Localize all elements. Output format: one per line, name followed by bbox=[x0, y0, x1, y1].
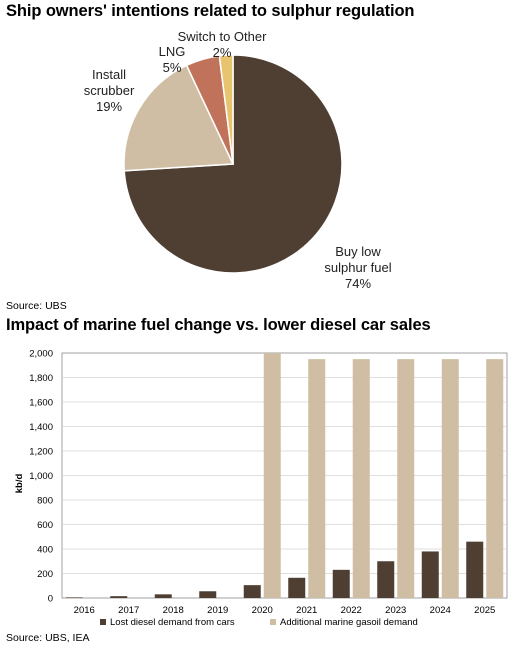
bar-lost-diesel-demand-from-cars-2022 bbox=[332, 569, 350, 598]
legend-swatch-lost-diesel-demand-from-cars bbox=[100, 619, 106, 625]
pie-slice-label: Install bbox=[92, 67, 126, 82]
bar-lost-diesel-demand-from-cars-2021 bbox=[288, 577, 306, 598]
y-axis-label: kb/d bbox=[14, 474, 25, 494]
y-tick-label: 1,200 bbox=[29, 447, 53, 458]
pie-pct-label: 2% bbox=[213, 45, 232, 60]
pie-slice-label: sulphur fuel bbox=[324, 260, 391, 275]
pie-slice-label: Switch to Other bbox=[178, 29, 268, 44]
y-tick-label: 1,000 bbox=[29, 471, 53, 482]
pie-slice-label: scrubber bbox=[84, 83, 135, 98]
bar-lost-diesel-demand-from-cars-2025 bbox=[466, 541, 484, 598]
bar-lost-diesel-demand-from-cars-2023 bbox=[377, 561, 395, 598]
y-tick-label: 0 bbox=[48, 594, 53, 605]
bar-lost-diesel-demand-from-cars-2018 bbox=[154, 594, 172, 598]
bar-lost-diesel-demand-from-cars-2020 bbox=[243, 585, 261, 598]
y-tick-label: 1,400 bbox=[29, 422, 53, 433]
x-tick-label: 2019 bbox=[207, 605, 228, 616]
pie-pct-label: 5% bbox=[163, 60, 182, 75]
x-tick-label: 2018 bbox=[163, 605, 184, 616]
x-tick-label: 2022 bbox=[341, 605, 362, 616]
y-tick-label: 400 bbox=[37, 545, 53, 556]
bar-additional-marine-gasoil-demand-2025 bbox=[486, 359, 504, 599]
x-tick-label: 2023 bbox=[385, 605, 406, 616]
pie-chart-title: Ship owners' intentions related to sulph… bbox=[6, 2, 415, 20]
plot-frame bbox=[61, 352, 508, 599]
bar-lost-diesel-demand-from-cars-2016 bbox=[65, 597, 83, 598]
legend-label-lost-diesel-demand-from-cars: Lost diesel demand from cars bbox=[110, 617, 235, 628]
x-tick-label: 2021 bbox=[296, 605, 317, 616]
bar-additional-marine-gasoil-demand-2022 bbox=[352, 359, 370, 599]
y-tick-label: 2,000 bbox=[29, 349, 53, 360]
y-tick-label: 1,800 bbox=[29, 373, 53, 384]
legend-swatch-additional-marine-gasoil-demand bbox=[270, 619, 276, 625]
bar-source: Source: UBS, IEA bbox=[6, 632, 90, 644]
legend-label-additional-marine-gasoil-demand: Additional marine gasoil demand bbox=[280, 617, 418, 628]
pie-slice-switch-to-other bbox=[218, 54, 234, 165]
y-tick-label: 600 bbox=[37, 520, 53, 531]
bar-lost-diesel-demand-from-cars-2019 bbox=[199, 591, 217, 598]
y-tick-label: 800 bbox=[37, 496, 53, 507]
bar-additional-marine-gasoil-demand-2023 bbox=[397, 359, 415, 599]
pie-slice-label: LNG bbox=[159, 44, 186, 59]
x-tick-label: 2017 bbox=[118, 605, 139, 616]
y-tick-label: 200 bbox=[37, 569, 53, 580]
x-tick-label: 2025 bbox=[474, 605, 495, 616]
bar-additional-marine-gasoil-demand-2024 bbox=[441, 359, 459, 599]
bar-additional-marine-gasoil-demand-2021 bbox=[308, 359, 326, 599]
bar-lost-diesel-demand-from-cars-2017 bbox=[110, 596, 128, 598]
bar-chart-title: Impact of marine fuel change vs. lower d… bbox=[6, 316, 431, 334]
x-tick-label: 2024 bbox=[430, 605, 451, 616]
bar-lost-diesel-demand-from-cars-2024 bbox=[421, 551, 439, 598]
pie-slice-install-scrubber bbox=[123, 64, 235, 172]
y-tick-label: 1,600 bbox=[29, 398, 53, 409]
pie-source: Source: UBS bbox=[6, 300, 67, 312]
x-tick-label: 2020 bbox=[252, 605, 273, 616]
x-tick-label: 2016 bbox=[74, 605, 95, 616]
bar-additional-marine-gasoil-demand-2020 bbox=[263, 353, 281, 598]
pie-slice-label: Buy low bbox=[335, 244, 381, 259]
pie-pct-label: 19% bbox=[96, 99, 122, 114]
pie-pct-label: 74% bbox=[345, 276, 371, 291]
